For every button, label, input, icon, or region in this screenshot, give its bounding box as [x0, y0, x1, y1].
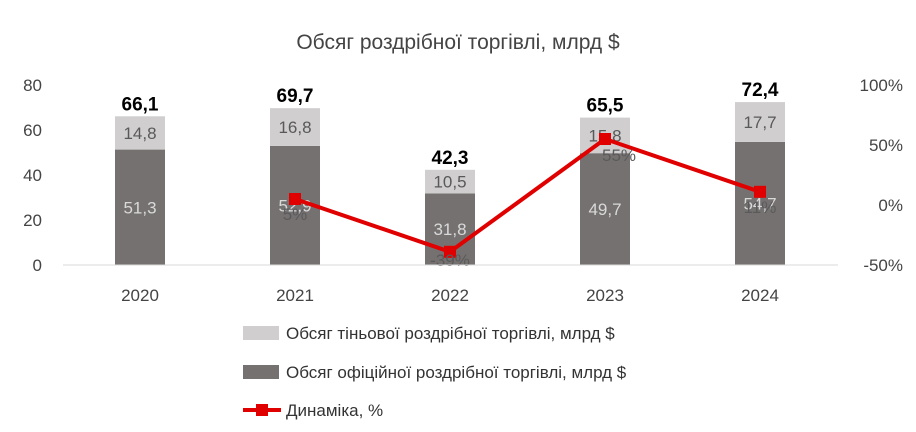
y-right-tick--50%: -50%: [863, 256, 903, 275]
marker-dynamics-2022: [444, 245, 456, 258]
legend-swatch-1: [243, 326, 279, 340]
label-total-2024: 72,4: [742, 80, 779, 101]
legend-label-2: Обсяг офіційної роздрібної торгівлі, млр…: [286, 363, 627, 382]
legend-swatch-2: [243, 365, 279, 379]
y-left-tick-20: 20: [23, 211, 42, 230]
label-shadow-2022: 10,5: [433, 173, 466, 192]
bar-shadow-2021: [270, 108, 320, 146]
y-right-tick-0%: 0%: [878, 196, 903, 215]
y-right-tick-100%: 100%: [860, 76, 903, 95]
label-official-2023: 49,7: [588, 200, 621, 219]
y-left-tick-60: 60: [23, 121, 42, 140]
label-dynamics-2022: -39%: [430, 251, 470, 270]
x-tick-2021: 2021: [276, 286, 314, 305]
marker-dynamics-2021: [289, 193, 301, 205]
bar-official-2024: [735, 141, 785, 265]
y-left-tick-80: 80: [23, 76, 42, 95]
label-official-2024: 54,7: [743, 194, 776, 213]
label-dynamics-2023: 55%: [602, 146, 636, 165]
bar-shadow-2024: [735, 102, 785, 142]
x-tick-2020: 2020: [121, 286, 159, 305]
label-official-2022: 31,8: [433, 220, 466, 239]
bar-shadow-2020: [115, 116, 165, 150]
bar-official-2023: [580, 153, 630, 265]
label-total-2022: 42,3: [432, 148, 469, 169]
line-dynamics: [294, 137, 761, 254]
label-shadow-2021: 16,8: [278, 118, 311, 137]
marker-dynamics-2024: [754, 185, 766, 198]
label-dynamics-2024: 11%: [744, 198, 777, 217]
label-shadow-2020: 14,8: [123, 124, 156, 143]
y-left-tick-40: 40: [23, 166, 42, 185]
legend-label-1: Обсяг тіньової роздрібної торгівлі, млрд…: [286, 324, 615, 343]
chart-title: Обсяг роздрібної торгівлі, млрд $: [296, 31, 620, 54]
marker-dynamics-2023: [599, 133, 611, 145]
label-total-2020: 66,1: [122, 94, 159, 115]
label-total-2023: 65,5: [587, 96, 624, 117]
label-shadow-2024: 17,7: [743, 113, 776, 132]
y-right-tick-50%: 50%: [869, 136, 903, 155]
label-dynamics-2021: 5%: [283, 205, 308, 224]
x-tick-2023: 2023: [586, 286, 624, 305]
legend-swatch-marker: [256, 404, 268, 416]
x-tick-2024: 2024: [741, 286, 779, 305]
legend-label-3: Динаміка, %: [286, 401, 383, 420]
bar-official-2020: [115, 149, 165, 265]
label-total-2021: 69,7: [277, 86, 314, 107]
x-tick-2022: 2022: [431, 286, 469, 305]
label-official-2020: 51,3: [123, 198, 156, 217]
bar-shadow-2022: [425, 169, 475, 194]
y-left-tick-0: 0: [33, 256, 42, 275]
